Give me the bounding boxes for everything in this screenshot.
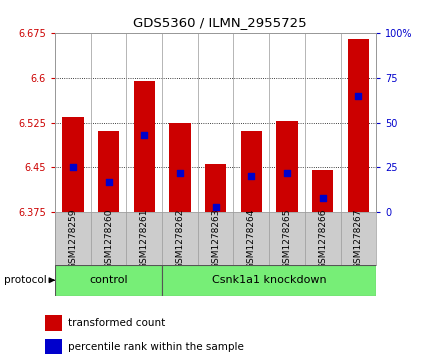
Bar <box>98 131 119 212</box>
Text: protocol: protocol <box>4 275 47 285</box>
Text: GSM1278261: GSM1278261 <box>140 208 149 269</box>
Bar <box>169 122 191 212</box>
Text: GSM1278267: GSM1278267 <box>354 208 363 269</box>
Bar <box>45 339 62 354</box>
Point <box>176 170 183 176</box>
Bar <box>348 38 369 212</box>
Bar <box>276 121 298 212</box>
Bar <box>133 81 155 212</box>
Text: GSM1278263: GSM1278263 <box>211 208 220 269</box>
Text: GSM1278262: GSM1278262 <box>176 208 184 269</box>
Text: GSM1278260: GSM1278260 <box>104 208 113 269</box>
FancyBboxPatch shape <box>55 265 162 296</box>
Text: GSM1278264: GSM1278264 <box>247 208 256 269</box>
Point <box>105 179 112 185</box>
Bar <box>241 131 262 212</box>
Bar <box>62 117 84 212</box>
Point <box>355 93 362 98</box>
Text: GSM1278265: GSM1278265 <box>282 208 291 269</box>
Text: GDS5360 / ILMN_2955725: GDS5360 / ILMN_2955725 <box>133 16 307 29</box>
Bar <box>45 315 62 331</box>
Point <box>283 170 290 176</box>
Text: transformed count: transformed count <box>68 318 165 328</box>
Point <box>70 164 77 170</box>
Text: percentile rank within the sample: percentile rank within the sample <box>68 342 244 352</box>
Text: Csnk1a1 knockdown: Csnk1a1 knockdown <box>212 276 326 285</box>
Point <box>141 132 148 138</box>
Bar <box>312 170 334 212</box>
Text: GSM1278259: GSM1278259 <box>68 208 77 269</box>
Point <box>248 174 255 179</box>
Point <box>212 204 219 210</box>
Point <box>319 195 326 201</box>
FancyBboxPatch shape <box>162 265 376 296</box>
Text: control: control <box>89 276 128 285</box>
Text: GSM1278266: GSM1278266 <box>318 208 327 269</box>
Bar <box>205 164 226 212</box>
